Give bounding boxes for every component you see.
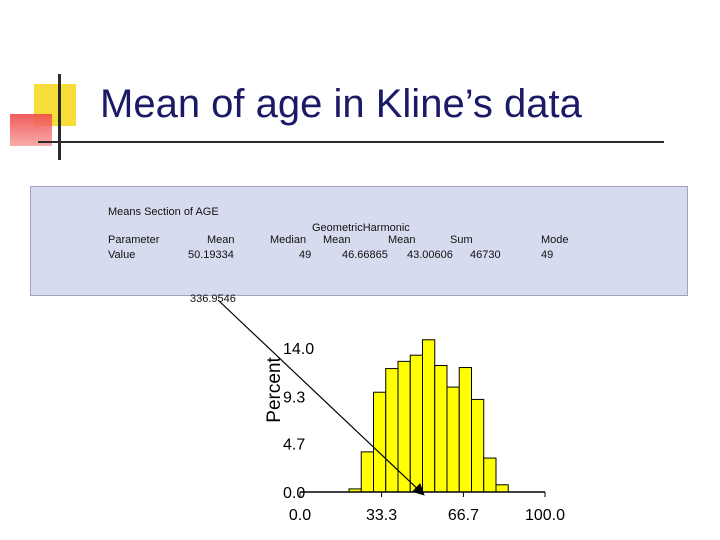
y-tick-label: 0.0: [283, 485, 305, 502]
mode-value: 49: [541, 249, 554, 261]
header-median: Median: [270, 234, 307, 246]
y-axis-label: Percent: [264, 357, 285, 423]
x-tick-label: 100.0: [525, 507, 565, 524]
header-geometric-mean: Mean: [323, 234, 351, 246]
header-harmonic-mean: Mean: [388, 234, 416, 246]
histogram-bar: [422, 339, 436, 493]
harmonic-mean-value: 43.00606: [407, 249, 453, 261]
page-title: Mean of age in Kline’s data: [100, 82, 582, 126]
x-tick-label: 0.0: [289, 507, 311, 524]
histogram-bar: [471, 398, 485, 493]
title-rule: [38, 141, 664, 143]
header-group-label: GeometricHarmonic: [312, 222, 410, 234]
mean-value: 50.19334: [188, 249, 234, 261]
y-tick-label: 4.7: [283, 437, 305, 454]
histogram-bar: [495, 484, 509, 493]
header-mean: Mean: [207, 234, 235, 246]
means-section-panel: [30, 186, 688, 296]
histogram-bar: [360, 451, 374, 493]
means-section-title: Means Section of AGE: [108, 206, 219, 218]
vertical-accent-line: [58, 74, 61, 160]
y-tick-label: 14.0: [283, 341, 314, 358]
x-tick-label: 66.7: [448, 507, 479, 524]
header-mode: Mode: [541, 234, 569, 246]
sum-value: 46730: [470, 249, 501, 261]
extra-value: 336.9546: [190, 293, 236, 305]
red-accent-square: [10, 114, 52, 146]
header-parameter: Parameter: [108, 234, 160, 246]
x-tick-label: 33.3: [366, 507, 397, 524]
geometric-mean-value: 46.66865: [342, 249, 388, 261]
header-sum: Sum: [450, 234, 473, 246]
row-label-value: Value: [108, 249, 136, 261]
histogram-bar: [409, 354, 423, 493]
histogram-bar: [446, 386, 460, 493]
mean-pointer-arrow: [217, 299, 425, 496]
y-tick-label: 9.3: [283, 389, 305, 406]
histogram-bar: [483, 457, 497, 493]
histogram-bar: [458, 367, 472, 493]
histogram-bar: [385, 368, 399, 493]
histogram-bar: [373, 391, 387, 493]
histogram-bar: [434, 364, 448, 493]
median-value: 49: [299, 249, 312, 261]
